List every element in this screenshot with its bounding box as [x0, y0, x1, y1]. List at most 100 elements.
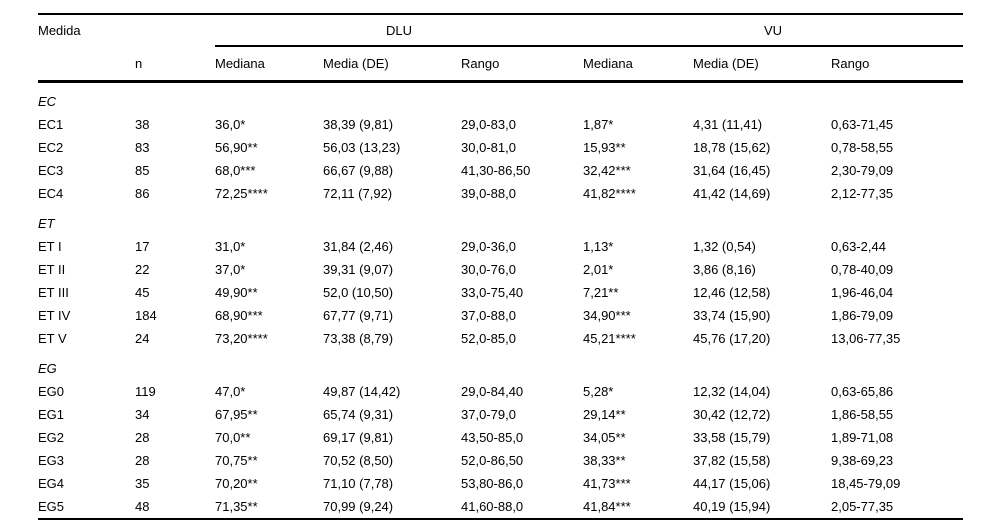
table-row: EC4 86 72,25**** 72,11 (7,92) 39,0-88,0 41,82…: [38, 182, 963, 205]
vu-mediana: 7,21**: [583, 285, 619, 300]
table-row: EG1 34 67,95** 65,74 (9,31) 37,0-79,0 29,14**…: [38, 403, 963, 426]
dlu-rango: 33,0-75,40: [461, 285, 524, 300]
col-header-dlu-media-de: Media (DE): [323, 46, 461, 83]
table-row: ET II 22 37,0* 39,31 (9,07) 30,0-76,0 2,01* 3,…: [38, 258, 963, 281]
vu-mediana: 41,82****: [583, 186, 636, 201]
dlu-rango: 53,80-86,0: [461, 476, 524, 491]
dlu-media-de: 65,74 (9,31): [323, 407, 394, 422]
col-header-vu-rango: Rango: [831, 46, 964, 83]
dlu-mediana: 56,90**: [215, 140, 258, 155]
row-label: EG1: [38, 407, 65, 422]
vu-rango: 2,12-77,35: [831, 186, 894, 201]
n-value: 24: [135, 331, 150, 346]
vu-mediana: 41,73***: [583, 476, 631, 491]
dlu-mediana: 68,90***: [215, 308, 263, 323]
n-value: 28: [135, 430, 150, 445]
col-header-n: n: [135, 46, 215, 83]
vu-mediana: 2,01*: [583, 262, 614, 277]
dlu-mediana: 37,0*: [215, 262, 246, 277]
row-label: EG3: [38, 453, 65, 468]
n-value: 28: [135, 453, 150, 468]
vu-rango: 0,78-40,09: [831, 262, 894, 277]
vu-media-de: 40,19 (15,94): [693, 495, 831, 520]
row-label: EG2: [38, 430, 65, 445]
table-row: EG3 28 70,75** 70,52 (8,50) 52,0-86,50 38,33*…: [38, 449, 963, 472]
vu-media-de: 4,31 (11,41): [693, 117, 763, 132]
vu-mediana: 45,21****: [583, 331, 636, 346]
vu-rango: 1,86-79,09: [831, 308, 894, 323]
col-group-dlu: DLU: [215, 14, 583, 47]
dlu-mediana: 36,0*: [215, 117, 246, 132]
vu-mediana: 41,84***: [583, 495, 693, 520]
vu-rango: 0,63-65,86: [831, 384, 894, 399]
dlu-rango: 41,60-88,0: [461, 495, 583, 520]
row-label: ET III: [38, 285, 69, 300]
header-spacer: [135, 14, 215, 46]
vu-media-de: 3,86 (8,16): [693, 262, 756, 277]
header-row-groups: Medida DLU VU: [38, 14, 964, 47]
n-value: 45: [135, 285, 150, 300]
dlu-media-de: 69,17 (9,81): [323, 430, 394, 445]
n-value: 86: [135, 186, 150, 201]
table-row: ET III 45 49,90** 52,0 (10,50) 33,0-75,40 7,2…: [38, 281, 963, 304]
table-row: ET IV 184 68,90*** 67,77 (9,71) 37,0-88,0 34,…: [38, 304, 963, 327]
dlu-mediana: 49,90**: [215, 285, 258, 300]
col-header-dlu-mediana: Mediana: [215, 46, 323, 83]
group-label: EC: [38, 94, 57, 109]
table-row: EG0 119 47,0* 49,87 (14,42) 29,0-84,40 5,28* 1…: [38, 380, 963, 403]
n-value: 38: [135, 117, 150, 132]
dlu-rango: 29,0-36,0: [461, 239, 516, 254]
dlu-rango: 29,0-84,40: [461, 384, 524, 399]
vu-media-de: 1,32 (0,54): [693, 239, 756, 254]
vu-media-de: 31,64 (16,45): [693, 163, 771, 178]
dlu-rango: 52,0-86,50: [461, 453, 524, 468]
vu-media-de: 12,32 (14,04): [693, 384, 771, 399]
group-label: EG: [38, 361, 57, 376]
n-value: 35: [135, 476, 150, 491]
dlu-rango: 43,50-85,0: [461, 430, 524, 445]
n-value: 34: [135, 407, 150, 422]
row-label: EC3: [38, 163, 64, 178]
dlu-media-de: 56,03 (13,23): [323, 140, 401, 155]
table-row: EC2 83 56,90** 56,03 (13,23) 30,0-81,0 15,93*…: [38, 136, 963, 159]
col-header-vu-mediana: Mediana: [583, 46, 693, 83]
dlu-media-de: 67,77 (9,71): [323, 308, 394, 323]
row-label: EC2: [38, 140, 64, 155]
dlu-mediana: 73,20****: [215, 331, 268, 346]
n-value: 184: [135, 308, 157, 323]
group-header-row: EG: [38, 350, 963, 380]
row-label: ET I: [38, 239, 62, 254]
vu-rango: 13,06-77,35: [831, 331, 901, 346]
vu-rango: 1,86-58,55: [831, 407, 894, 422]
dlu-media-de: 70,99 (9,24): [323, 495, 461, 520]
dlu-media-de: 70,52 (8,50): [323, 453, 394, 468]
vu-media-de: 44,17 (15,06): [693, 476, 771, 491]
n-value: 17: [135, 239, 150, 254]
vu-media-de: 37,82 (15,58): [693, 453, 771, 468]
vu-media-de: 33,74 (15,90): [693, 308, 771, 323]
vu-rango: 0,63-71,45: [831, 117, 894, 132]
vu-media-de: 33,58 (15,79): [693, 430, 771, 445]
row-label: ET II: [38, 262, 66, 277]
dlu-rango: 30,0-76,0: [461, 262, 516, 277]
header-spacer: [38, 46, 135, 83]
vu-rango: 9,38-69,23: [831, 453, 894, 468]
vu-rango: 18,45-79,09: [831, 476, 901, 491]
vu-media-de: 12,46 (12,58): [693, 285, 771, 300]
statistics-table: Medida DLU VU n Mediana Media (DE) Rango…: [38, 13, 964, 520]
row-label: EC1: [38, 117, 64, 132]
n-value: 85: [135, 163, 150, 178]
table-row: ET V 24 73,20**** 73,38 (8,79) 52,0-85,0 45,2…: [38, 327, 963, 350]
dlu-rango: 37,0-88,0: [461, 308, 516, 323]
group-header-row: EC: [38, 82, 963, 114]
col-header-dlu-rango: Rango: [461, 46, 583, 83]
vu-mediana: 38,33**: [583, 453, 626, 468]
vu-rango: 0,63-2,44: [831, 239, 886, 254]
vu-media-de: 18,78 (15,62): [693, 140, 771, 155]
table-body: EC EC1 38 36,0* 38,39 (9,81) 29,0-83,0 1,87* 4,…: [38, 82, 964, 520]
vu-mediana: 32,42***: [583, 163, 631, 178]
n-value: 48: [135, 495, 215, 520]
row-label: ET IV: [38, 308, 71, 323]
col-header-vu-media-de: Media (DE): [693, 46, 831, 83]
